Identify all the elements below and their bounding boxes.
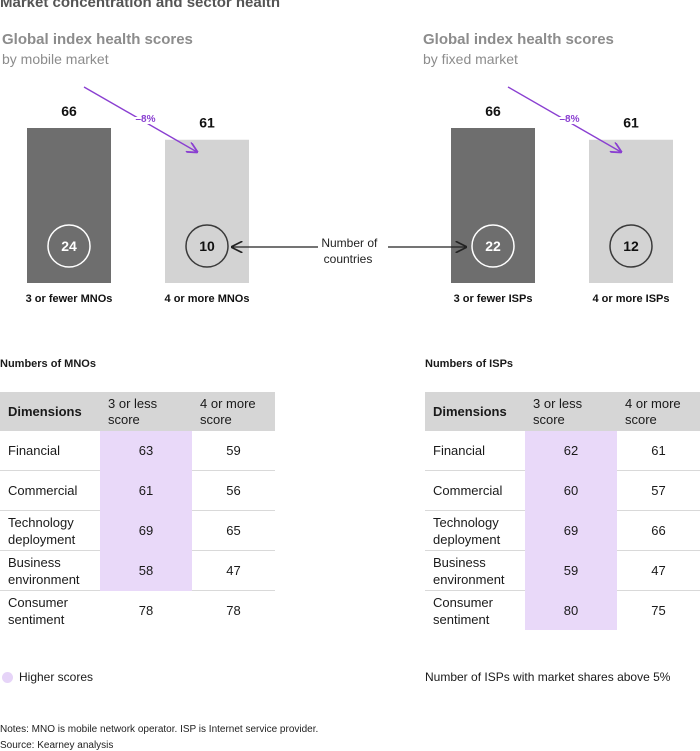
row-label: Technology deployment <box>0 510 100 551</box>
column-header-4-or-more: 4 or more score <box>192 392 275 431</box>
column-header-dimensions: Dimensions <box>425 392 525 431</box>
isp-table-heading: Numbers of ISPs <box>425 358 514 370</box>
category-label: 4 or more ISPs <box>592 293 669 305</box>
bar-charts: 66 24 3 or fewer MNOs 61 10 4 or more MNOs –8%… <box>26 86 673 305</box>
row-label: Commercial <box>425 470 525 511</box>
table-row: Consumer sentiment 80 75 <box>425 590 700 630</box>
country-count-label: 24 <box>61 238 77 254</box>
mno-table-container: Dimensions 3 or less score 4 or more score… <box>0 392 275 630</box>
table-row: Commercial 61 56 <box>0 470 275 511</box>
score-4-or-more: 47 <box>192 550 275 591</box>
fixed-chart-title: Global index health scores <box>423 31 614 48</box>
row-label: Financial <box>0 431 100 471</box>
change-label: –8% <box>559 114 579 125</box>
fixed-chart-subtitle: by fixed market <box>423 51 518 67</box>
score-4-or-more: 57 <box>617 470 700 511</box>
legend-swatch <box>2 672 13 683</box>
country-count-circle <box>47 224 91 268</box>
source-text: Source: Kearney analysis <box>0 740 114 751</box>
country-count-label: 10 <box>199 238 215 254</box>
score-4-or-more: 56 <box>192 470 275 511</box>
row-label: Financial <box>425 431 525 471</box>
bar-value-label: 61 <box>623 115 639 131</box>
legend-label: Higher scores <box>19 670 94 684</box>
category-label: 3 or fewer MNOs <box>26 293 113 305</box>
country-count-label: 12 <box>623 238 639 254</box>
bar-3-or-fewer <box>27 128 111 283</box>
score-4-or-more: 61 <box>617 431 700 471</box>
score-3-or-less: 80 <box>525 590 617 630</box>
isp-score-table: Dimensions 3 or less score 4 or more score… <box>425 392 700 630</box>
score-4-or-more: 66 <box>617 510 700 551</box>
bar-value-label: 66 <box>485 103 501 119</box>
column-header-3-or-less: 3 or less score <box>100 392 192 431</box>
score-3-or-less: 78 <box>138 603 154 618</box>
mobile-chart-subtitle: by mobile market <box>2 51 109 67</box>
score-3-or-less: 62 <box>525 431 617 471</box>
column-header-3-or-less: 3 or less score <box>525 392 617 431</box>
score-4-or-more: 47 <box>617 550 700 591</box>
table-row: Business environment 58 47 <box>0 550 275 591</box>
row-label: Business environment <box>0 550 100 591</box>
row-label: Consumer sentiment <box>433 594 493 627</box>
score-3-or-less: 59 <box>525 550 617 591</box>
countries-annotation-line-1: Number of <box>321 236 378 250</box>
mobile-market-chart: 66 24 3 or fewer MNOs 61 10 4 or more MNOs –8% <box>26 86 250 305</box>
table-row: Technology deployment 69 65 <box>0 510 275 551</box>
notes-text: Notes: MNO is mobile network operator. I… <box>0 724 319 735</box>
table-row: Financial 62 61 <box>425 431 700 471</box>
isp-table-container: Dimensions 3 or less score 4 or more score… <box>425 392 700 630</box>
score-3-or-less: 61 <box>100 470 192 511</box>
row-label: Business environment <box>425 550 525 591</box>
score-4-or-more: 59 <box>192 431 275 471</box>
mno-score-table: Dimensions 3 or less score 4 or more score… <box>0 392 275 630</box>
bar-value-label: 61 <box>199 115 215 131</box>
score-4-or-more: 75 <box>651 603 666 618</box>
table-row: Consumer sentiment 78 78 <box>0 591 275 631</box>
change-arrow <box>507 86 621 152</box>
page-title: Market concentration and sector health <box>0 0 281 11</box>
country-count-label: 22 <box>485 238 501 254</box>
table-row: Financial 63 59 <box>0 431 275 471</box>
countries-annotation-line-2: countries <box>324 252 373 266</box>
score-3-or-less: 69 <box>100 510 192 551</box>
score-3-or-less: 69 <box>525 510 617 551</box>
category-label: 3 or fewer ISPs <box>454 293 533 305</box>
table-row: Technology deployment 69 66 <box>425 510 700 551</box>
category-label: 4 or more MNOs <box>165 293 250 305</box>
bar-value-label: 66 <box>61 103 77 119</box>
column-header-4-or-more: 4 or more score <box>617 392 700 431</box>
row-label: Consumer sentiment <box>8 594 68 627</box>
countries-annotation: Number of countries <box>321 236 380 266</box>
table-row: Commercial 60 57 <box>425 470 700 511</box>
mobile-chart-title: Global index health scores <box>2 31 193 48</box>
bar-3-or-fewer <box>451 128 535 283</box>
row-label: Technology deployment <box>425 510 525 551</box>
fixed-market-chart: 66 22 3 or fewer ISPs 61 12 4 or more ISPs –8% <box>451 86 673 305</box>
country-count-circle <box>185 224 229 268</box>
bar-4-or-more <box>165 139 249 283</box>
score-3-or-less: 60 <box>525 470 617 511</box>
row-label: Commercial <box>0 470 100 511</box>
score-3-or-less: 58 <box>100 550 192 591</box>
change-label: –8% <box>135 114 155 125</box>
score-4-or-more: 65 <box>192 510 275 551</box>
column-header-dimensions: Dimensions <box>0 392 100 431</box>
country-count-circle <box>609 224 653 268</box>
country-count-circle <box>471 224 515 268</box>
score-3-or-less: 63 <box>100 431 192 471</box>
bar-4-or-more <box>589 139 673 283</box>
isp-note: Number of ISPs with market shares above … <box>425 670 671 684</box>
change-arrow <box>83 86 197 152</box>
table-row: Business environment 59 47 <box>425 550 700 591</box>
mno-table-heading: Numbers of MNOs <box>0 358 96 370</box>
score-4-or-more: 78 <box>226 603 241 618</box>
